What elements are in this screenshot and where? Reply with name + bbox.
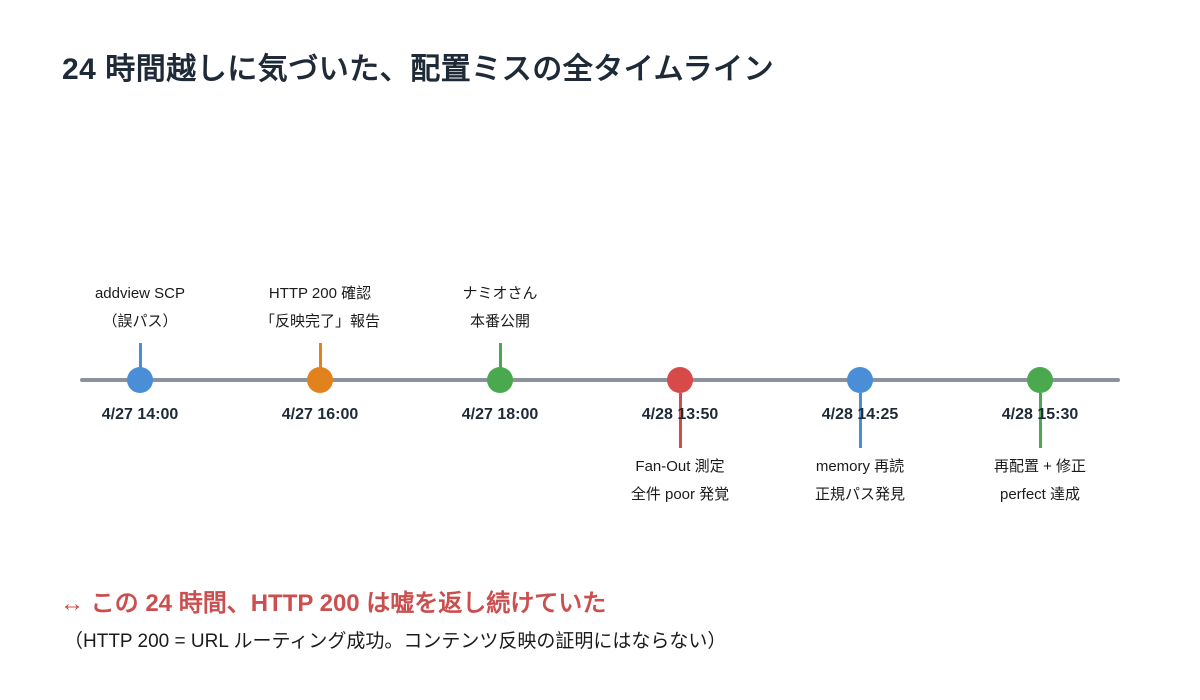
event-label-line1: Fan-Out 測定 (635, 458, 725, 475)
event-label: memory 再読 正規パス発見 (765, 453, 955, 509)
event-label-line2: 正規パス発見 (814, 486, 905, 503)
event-label-line2: 本番公開 (469, 313, 530, 330)
timeline-event-3: ナミオさん 本番公開 4/27 18:00 (405, 270, 595, 520)
event-date: 4/28 14:25 (821, 406, 899, 423)
event-date: 4/28 13:50 (641, 406, 719, 423)
event-date: 4/27 18:00 (461, 406, 539, 423)
timeline-event-5: 4/28 14:25 memory 再読 正規パス発見 (765, 270, 955, 520)
event-date: 4/27 14:00 (101, 406, 179, 423)
event-stem (498, 343, 502, 368)
event-label: Fan-Out 測定 全件 poor 発覚 (585, 453, 775, 509)
event-stem (678, 393, 682, 448)
event-label-line1: memory 再読 (815, 458, 905, 475)
timeline-event-4: 4/28 13:50 Fan-Out 測定 全件 poor 発覚 (585, 270, 775, 520)
event-stem (318, 343, 322, 368)
event-date: 4/27 16:00 (281, 406, 359, 423)
event-label: addview SCP （誤パス） (45, 280, 235, 336)
page-title: 24 時間越しに気づいた、配置ミスの全タイムライン (62, 53, 775, 86)
event-stem (1038, 393, 1042, 448)
event-label: ナミオさん 本番公開 (405, 280, 595, 336)
event-label-line1: ナミオさん (462, 285, 538, 302)
event-label-line2: 「反映完了」報告 (259, 313, 380, 330)
event-dot (847, 367, 873, 393)
event-dot (307, 367, 333, 393)
event-label: HTTP 200 確認 「反映完了」報告 (225, 280, 415, 336)
event-label-line1: 再配置 + 修正 (993, 458, 1087, 475)
timeline-event-1: addview SCP （誤パス） 4/27 14:00 (45, 270, 235, 520)
event-label-line2: perfect 達成 (999, 486, 1081, 503)
timeline-event-6: 4/28 15:30 再配置 + 修正 perfect 達成 (945, 270, 1135, 520)
event-label-line1: addview SCP (94, 285, 186, 302)
footer-headline: ↔ この 24 時間、HTTP 200 は嘘を返し続けていた (60, 590, 607, 617)
event-date: 4/28 15:30 (1001, 406, 1079, 423)
event-dot (487, 367, 513, 393)
event-stem (138, 343, 142, 368)
event-label-line1: HTTP 200 確認 (268, 285, 372, 302)
event-dot (667, 367, 693, 393)
timeline-event-2: HTTP 200 確認 「反映完了」報告 4/27 16:00 (225, 270, 415, 520)
event-label-line2: （誤パス） (102, 313, 178, 330)
event-label-line2: 全件 poor 発覚 (630, 486, 730, 503)
footer-note: （HTTP 200 = URL ルーティング成功。コンテンツ反映の証明にはならな… (64, 631, 727, 652)
event-dot (127, 367, 153, 393)
timeline-axis (80, 378, 1120, 382)
event-dot (1027, 367, 1053, 393)
event-stem (858, 393, 862, 448)
event-label: 再配置 + 修正 perfect 達成 (945, 453, 1135, 509)
